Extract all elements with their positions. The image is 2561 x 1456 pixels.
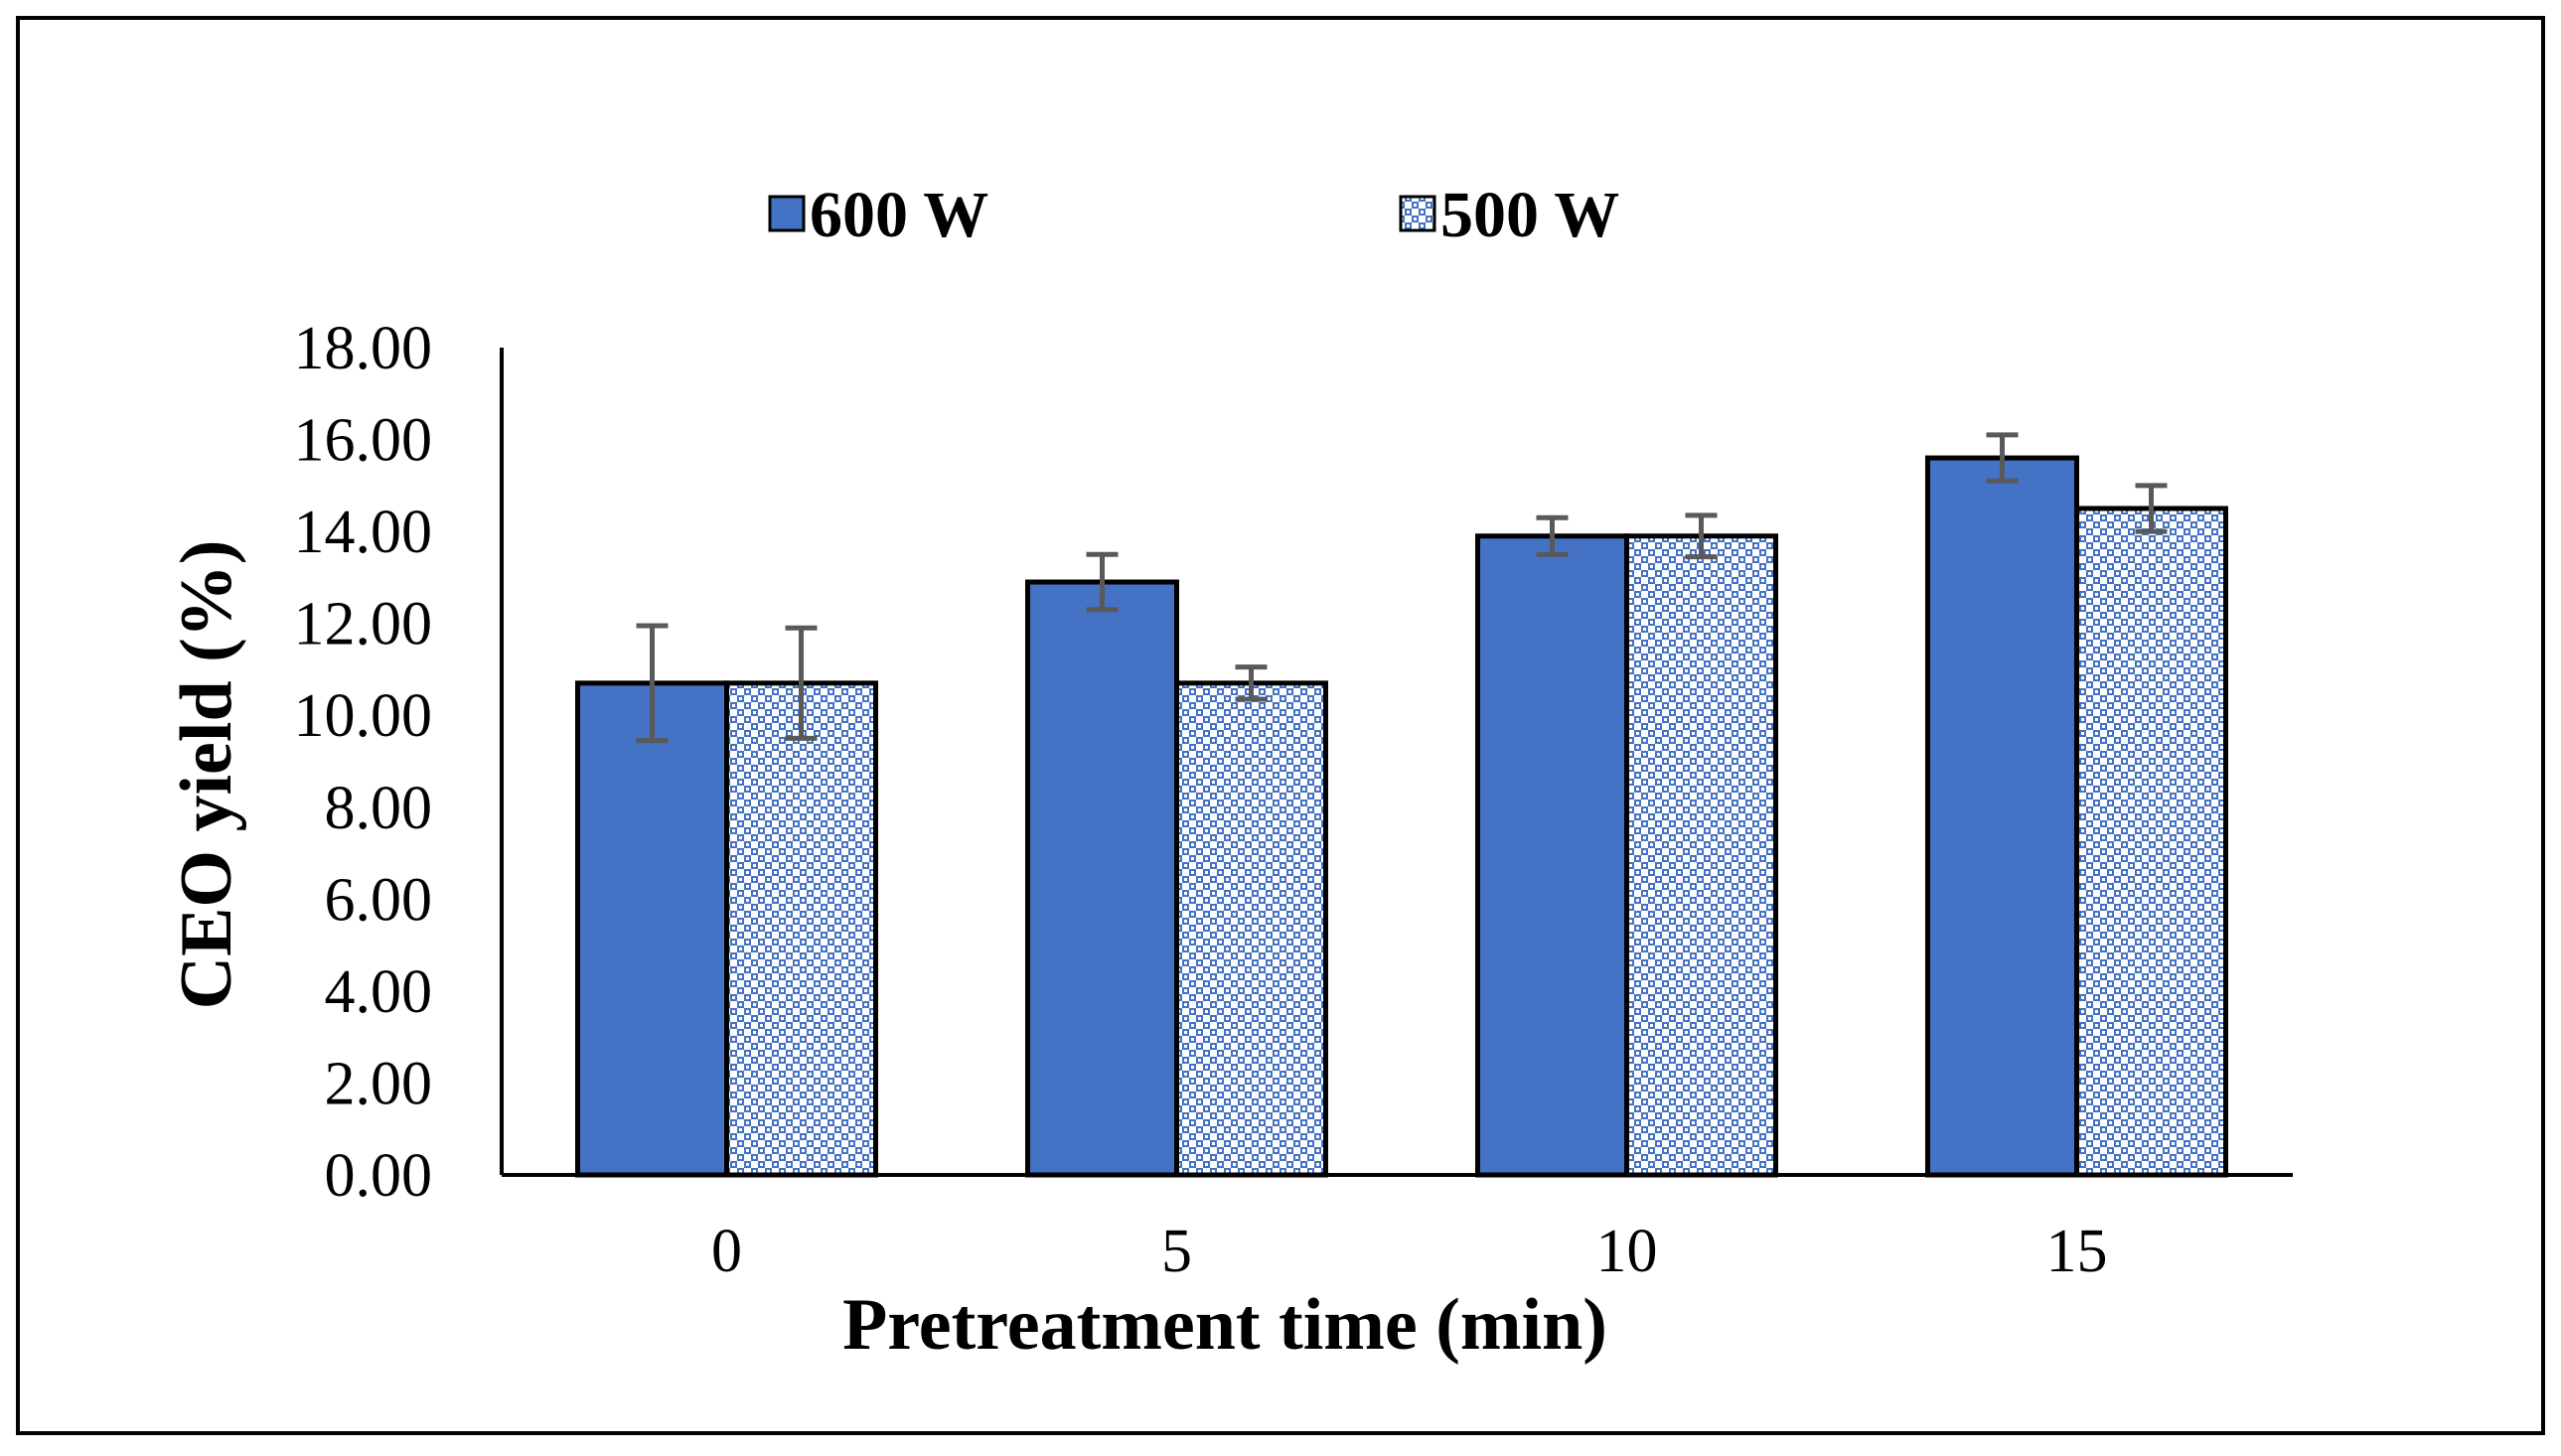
legend-label-500w: 500 W xyxy=(1440,179,1619,251)
bar-500w-t10 xyxy=(1624,533,1778,1178)
x-axis-title: Pretreatment time (min) xyxy=(842,1284,1607,1366)
error-bar-500w-t10 xyxy=(1685,512,1718,560)
x-tick-label-10: 10 xyxy=(1596,1218,1658,1285)
y-tick-label-18-00: 18.00 xyxy=(294,315,433,382)
bar-500w-t5 xyxy=(1174,680,1328,1178)
error-bar-600w-t10 xyxy=(1536,514,1569,557)
bar-600w-t15 xyxy=(1925,455,2079,1178)
error-bar-600w-t0 xyxy=(636,623,669,744)
bars-group xyxy=(575,455,2228,1178)
y-tick-label-4-00: 4.00 xyxy=(325,958,433,1026)
y-axis-title: CEO yield (%) xyxy=(166,540,247,1010)
legend: 600 W 500 W xyxy=(768,179,1619,251)
x-tick-labels: 0 5 10 15 xyxy=(711,1218,2108,1285)
y-tick-label-8-00: 8.00 xyxy=(325,775,433,842)
legend-label-600w: 600 W xyxy=(810,179,988,251)
y-tick-label-12-00: 12.00 xyxy=(294,591,433,658)
error-bar-600w-t5 xyxy=(1086,551,1119,613)
error-bar-600w-t15 xyxy=(1986,432,2019,484)
y-tick-labels: 0.00 2.00 4.00 6.00 8.00 10.00 12.00 14.00 16.00… xyxy=(294,315,433,1210)
bar-600w-t5 xyxy=(1025,579,1179,1178)
y-tick-label-14-00: 14.00 xyxy=(294,499,433,566)
y-tick-label-0-00: 0.00 xyxy=(325,1142,433,1210)
legend-swatch-600w xyxy=(768,195,806,232)
y-tick-label-2-00: 2.00 xyxy=(325,1050,433,1117)
chart-frame xyxy=(16,16,2545,1435)
bar-500w-t15 xyxy=(2074,506,2228,1178)
bar-500w-t0 xyxy=(724,680,878,1178)
y-tick-label-10-00: 10.00 xyxy=(294,682,433,750)
error-bars-group xyxy=(636,432,2168,744)
error-bar-500w-t15 xyxy=(2135,483,2168,534)
axes-group xyxy=(500,348,2293,1177)
error-bar-500w-t5 xyxy=(1235,664,1268,702)
bar-600w-t10 xyxy=(1475,533,1629,1178)
bar-600w-t0 xyxy=(575,680,729,1178)
legend-swatch-500w xyxy=(1399,195,1436,232)
y-tick-label-6-00: 6.00 xyxy=(325,866,433,934)
x-tick-label-5: 5 xyxy=(1161,1218,1192,1285)
error-bar-500w-t0 xyxy=(785,625,818,741)
x-tick-label-15: 15 xyxy=(2046,1218,2108,1285)
y-tick-label-16-00: 16.00 xyxy=(294,407,433,475)
x-tick-label-0: 0 xyxy=(711,1218,742,1285)
